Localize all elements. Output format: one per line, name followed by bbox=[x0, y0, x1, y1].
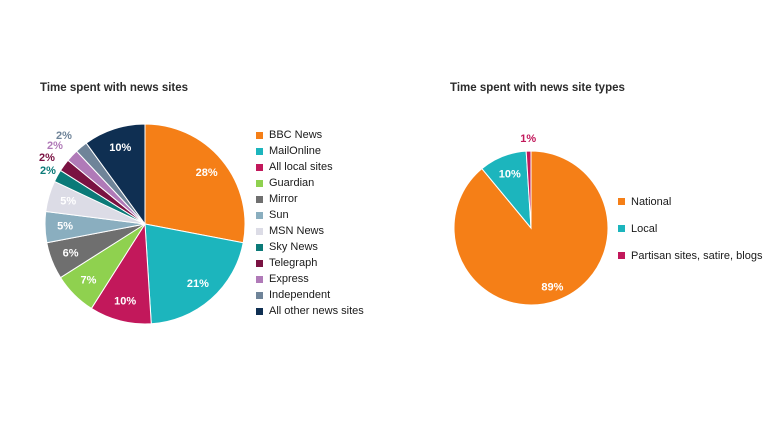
data-label: 89% bbox=[541, 281, 563, 293]
legend-item: All local sites bbox=[256, 159, 364, 175]
data-label: 10% bbox=[109, 142, 131, 154]
legend-item: Partisan sites, satire, blogs bbox=[618, 242, 762, 269]
data-label: 21% bbox=[187, 278, 209, 290]
legend-swatch bbox=[618, 225, 625, 232]
legend-label: MailOnline bbox=[269, 145, 321, 157]
data-label: 5% bbox=[57, 221, 73, 233]
legend-label: MSN News bbox=[269, 225, 325, 237]
pie-slice-mailonline bbox=[144, 223, 244, 325]
legend-swatch bbox=[256, 131, 263, 139]
legend-swatch bbox=[256, 307, 263, 315]
legend-label: National bbox=[631, 195, 672, 208]
legend-label: Express bbox=[269, 273, 309, 285]
legend-item: BBC News bbox=[256, 127, 364, 143]
legend-swatch bbox=[256, 227, 263, 235]
legend-label: Telegraph bbox=[269, 257, 318, 269]
legend-item: All other news sites bbox=[256, 303, 364, 319]
legend-label: Sky News bbox=[269, 241, 318, 253]
data-label: 10% bbox=[114, 295, 136, 307]
legend-item: Independent bbox=[256, 287, 364, 303]
legend-news-site-types: National Local Partisan sites, satire, blo… bbox=[618, 188, 762, 269]
legend-swatch bbox=[256, 163, 263, 171]
data-label: 7% bbox=[80, 275, 96, 287]
legend-swatch bbox=[256, 211, 263, 219]
pie-slice-partisan-sites-satire-blogs bbox=[525, 150, 532, 229]
data-label: 28% bbox=[196, 167, 218, 179]
legend-item: MailOnline bbox=[256, 143, 364, 159]
chart-title-news-sites: Time spent with news sites bbox=[40, 82, 189, 94]
legend-label: Guardian bbox=[269, 177, 315, 189]
data-label: 2% bbox=[40, 165, 56, 177]
legend-swatch bbox=[256, 147, 263, 155]
legend-item: National bbox=[618, 188, 762, 215]
pie-slice-bbc-news bbox=[144, 123, 246, 244]
data-label: 2% bbox=[47, 140, 63, 152]
legend-swatch bbox=[256, 259, 263, 267]
chart-title-news-site-types: Time spent with news site types bbox=[450, 82, 625, 94]
legend-item: Sun bbox=[256, 207, 364, 223]
legend-item: MSN News bbox=[256, 223, 364, 239]
legend-label: BBC News bbox=[269, 129, 323, 141]
legend-news-sites: BBC News MailOnline All local sites Guardia… bbox=[256, 127, 364, 319]
legend-label: Mirror bbox=[269, 193, 298, 205]
pie-slice-all-other-news-sites bbox=[85, 123, 146, 226]
data-label: 6% bbox=[63, 247, 79, 259]
legend-label: Sun bbox=[269, 209, 289, 221]
legend-item: Mirror bbox=[256, 191, 364, 207]
legend-label: All local sites bbox=[269, 161, 333, 173]
data-label: 10% bbox=[499, 168, 521, 180]
legend-label: All other news sites bbox=[269, 305, 364, 317]
legend-label: Local bbox=[631, 222, 658, 235]
legend-swatch bbox=[256, 195, 263, 203]
pie-news-sites: 28%21%10%7%6%5%5%2%2%2%2%10% bbox=[39, 123, 246, 325]
legend-swatch bbox=[618, 198, 625, 205]
legend-swatch bbox=[256, 291, 263, 299]
legend-item: Local bbox=[618, 215, 762, 242]
legend-item: Sky News bbox=[256, 239, 364, 255]
legend-item: Guardian bbox=[256, 175, 364, 191]
data-label: 2% bbox=[39, 152, 55, 164]
data-label: 2% bbox=[56, 130, 72, 142]
legend-label: Independent bbox=[269, 289, 331, 301]
legend-swatch bbox=[618, 252, 625, 259]
data-label: 1% bbox=[520, 133, 536, 145]
legend-item: Express bbox=[256, 271, 364, 287]
data-label: 5% bbox=[60, 196, 76, 208]
legend-swatch bbox=[256, 243, 263, 251]
legend-swatch bbox=[256, 179, 263, 187]
legend-swatch bbox=[256, 275, 263, 283]
pie-news-site-types: 89% 10% 1% bbox=[453, 133, 609, 306]
legend-item: Telegraph bbox=[256, 255, 364, 271]
legend-label: Partisan sites, satire, blogs bbox=[631, 249, 763, 262]
